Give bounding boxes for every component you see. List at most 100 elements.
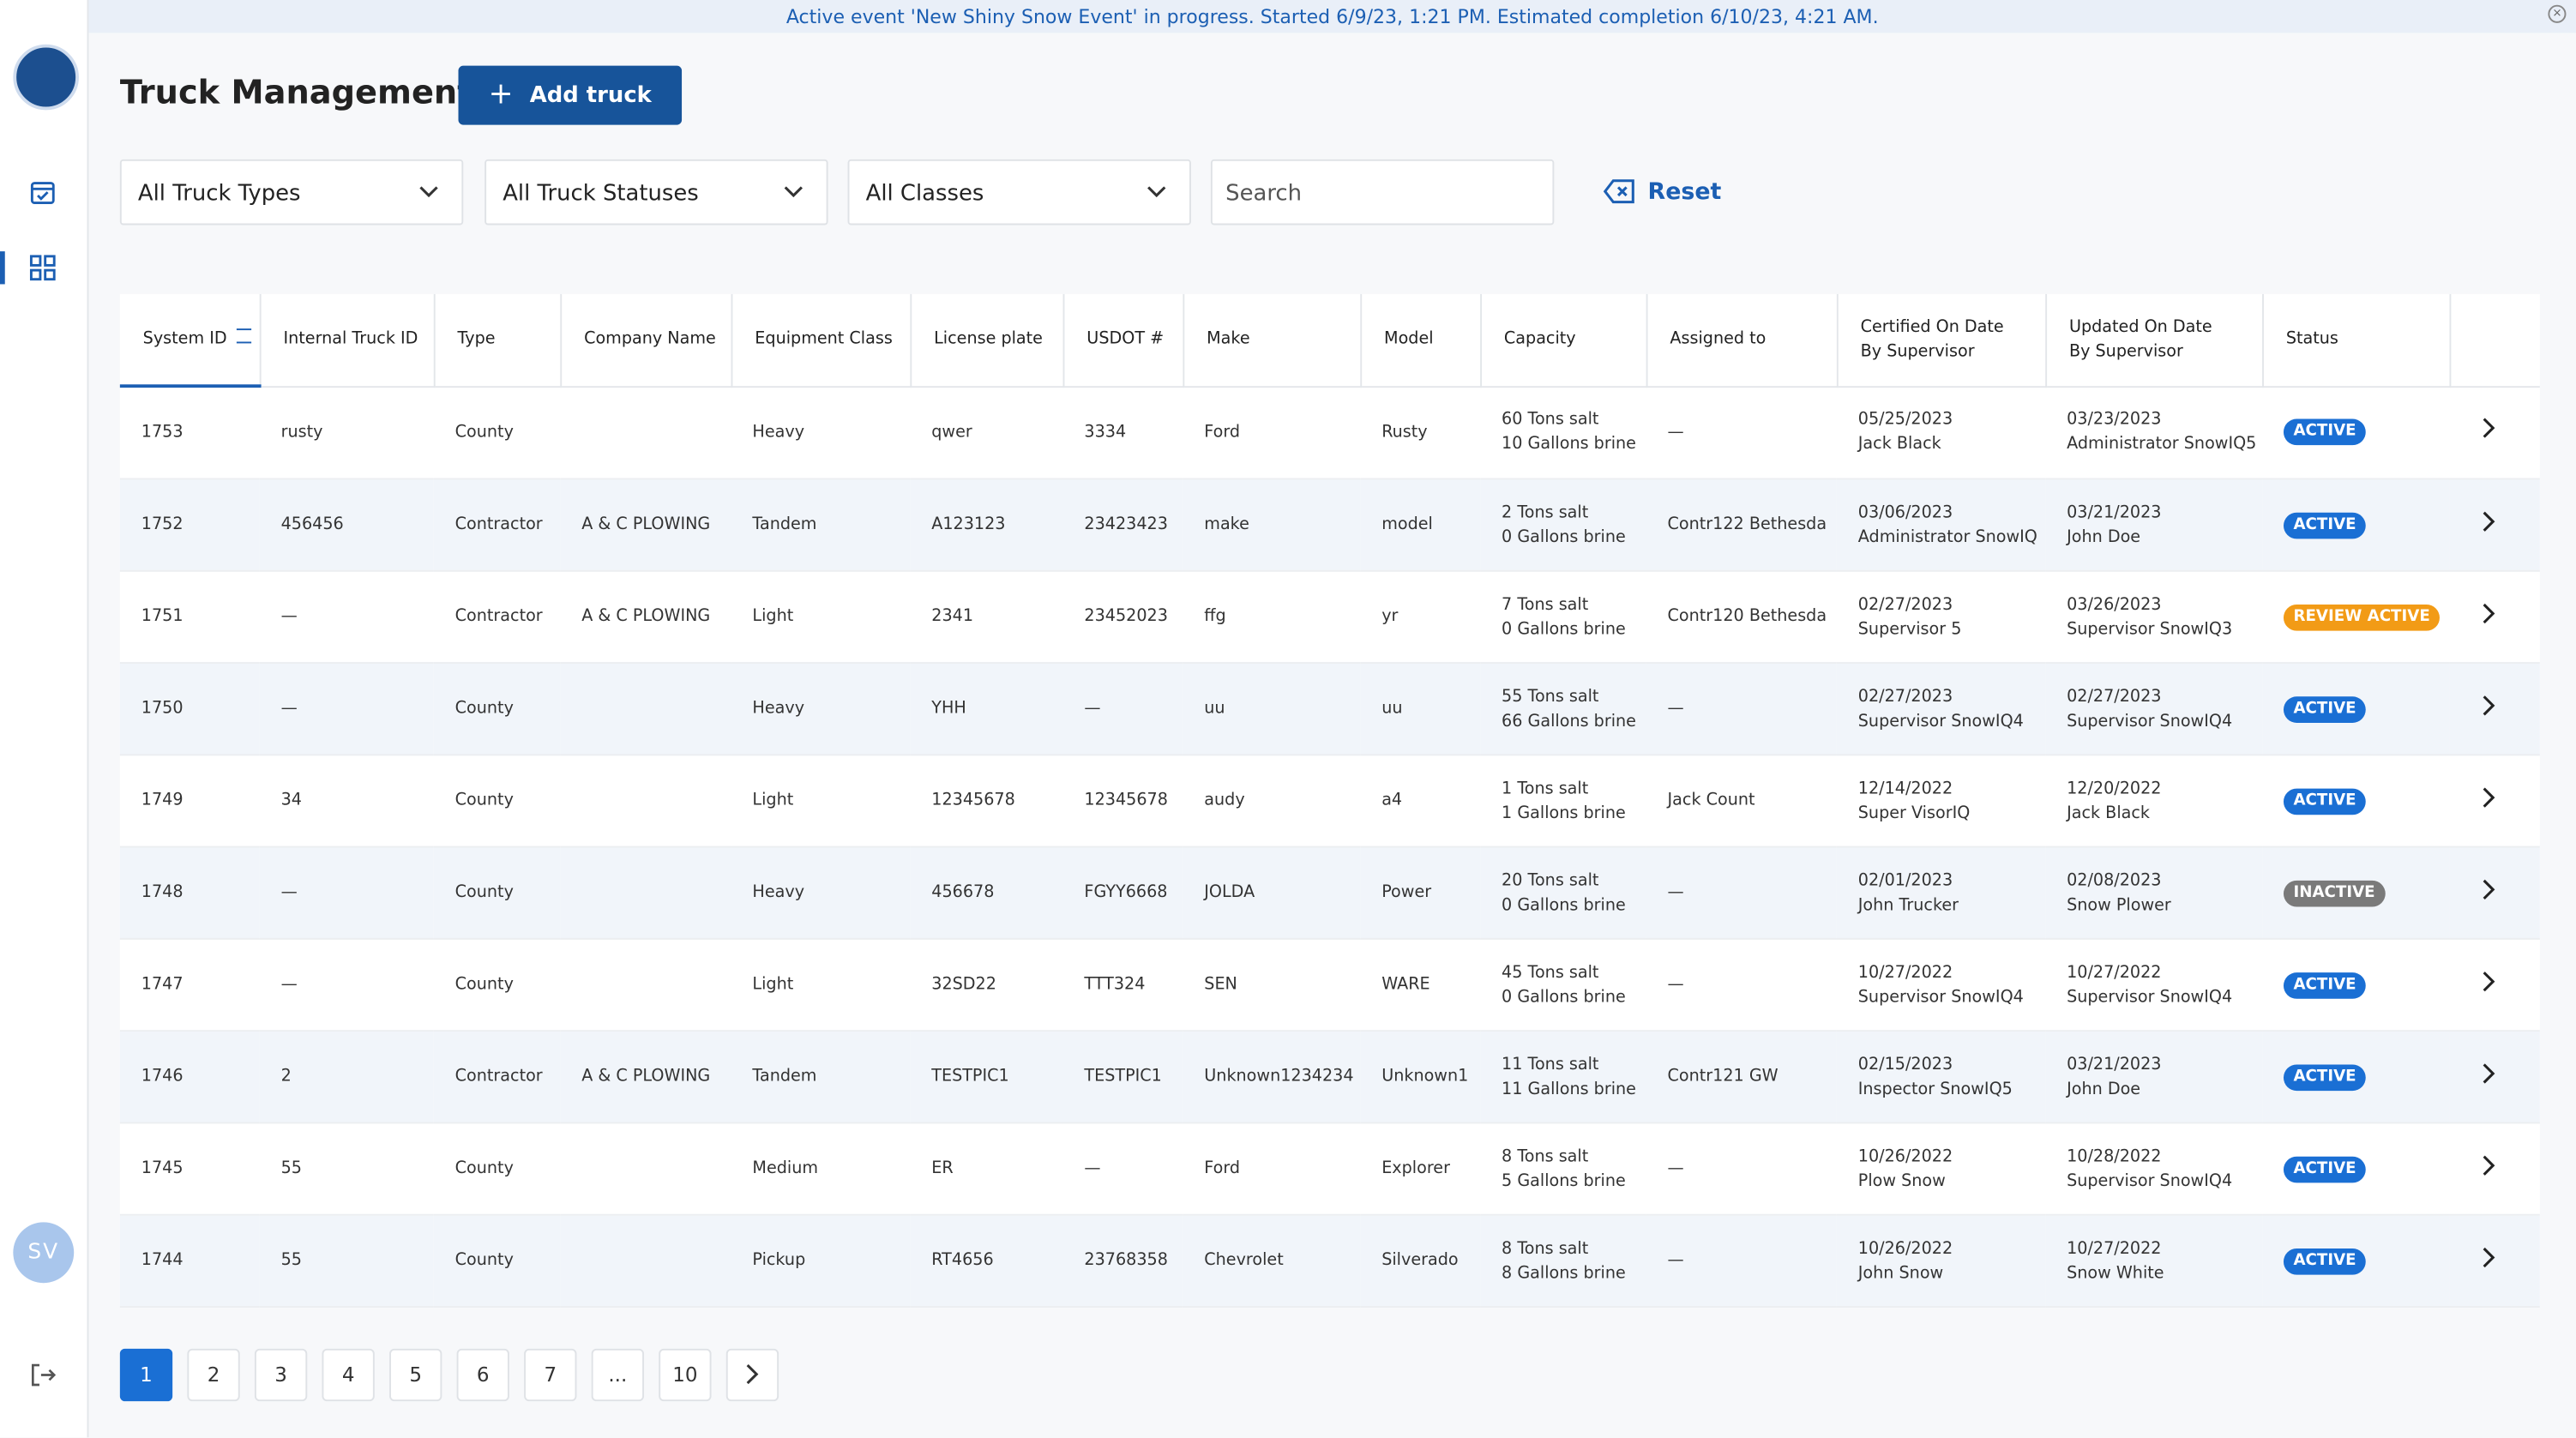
column-header[interactable]: System ID	[119, 293, 261, 388]
row-chevron[interactable]	[2449, 1122, 2540, 1216]
cell: a4	[1360, 755, 1481, 848]
salt: 55 Tons salt	[1502, 687, 1599, 706]
page-button[interactable]: 7	[524, 1348, 577, 1402]
updated-by: John Doe	[2067, 1080, 2141, 1098]
table-row[interactable]: 1748 — County Heavy 456678 FGYY6668 JOLDA Power…	[119, 846, 2540, 940]
equipment-class: Tandem	[752, 515, 817, 534]
row-chevron[interactable]	[2449, 478, 2540, 572]
page-button[interactable]: 6	[456, 1348, 509, 1402]
logo[interactable]	[13, 44, 79, 111]
row-chevron[interactable]	[2449, 386, 2540, 480]
avatar[interactable]: SV	[13, 1222, 75, 1284]
salt: 8 Tons salt	[1502, 1147, 1589, 1166]
license-plate: qwer	[931, 423, 972, 442]
table-row[interactable]: 1747 — County Light 32SD22 TTT324 SEN WARE 45 To…	[119, 938, 2540, 1032]
table-row[interactable]: 1753 rusty County Heavy qwer 3334 Ford Rusty 60 …	[119, 386, 2540, 480]
class-filter[interactable]: All Classes	[847, 159, 1191, 226]
sort-icon[interactable]	[237, 328, 252, 344]
table-row[interactable]: 1744 55 County Pickup RT4656 23768358 Chevrole…	[119, 1214, 2540, 1308]
table-row[interactable]: 1751 — Contractor A & C PLOWING Light 2341 234…	[119, 570, 2540, 664]
truck-type-filter[interactable]: All Truck Types	[119, 159, 464, 226]
status-badge: ACTIVE	[2283, 1063, 2367, 1091]
cell: TESTPIC1	[910, 1031, 1063, 1124]
cell: County	[433, 386, 561, 480]
equipment-class: Heavy	[752, 700, 805, 719]
close-banner[interactable]: ×	[2548, 4, 2567, 23]
table-row[interactable]: 1750 — County Heavy YHH — uu uu 55 Tons salt 66 G…	[119, 663, 2540, 756]
cell: 45 Tons salt 0 Gallons brine	[1480, 938, 1646, 1032]
updated-by: Snow White	[2067, 1264, 2164, 1283]
column-header[interactable]: Updated On Date By Supervisor	[2045, 293, 2264, 388]
page-button[interactable]: 1	[119, 1348, 173, 1402]
column-header[interactable]: Equipment Class	[731, 293, 912, 388]
equipment-class: Heavy	[752, 423, 805, 442]
row-chevron[interactable]	[2449, 1214, 2540, 1308]
cell: A & C PLOWING	[560, 478, 731, 572]
chevron	[2483, 878, 2495, 900]
cell: —	[1646, 1214, 1837, 1308]
search-input[interactable]: Search	[1210, 159, 1555, 226]
row-chevron[interactable]	[2449, 1031, 2540, 1124]
cell: 03/06/2023 Administrator SnowIQ	[1836, 478, 2046, 572]
logout-icon[interactable]	[29, 1362, 57, 1388]
calendar-icon[interactable]	[29, 179, 56, 206]
page-button[interactable]: 10	[659, 1348, 712, 1402]
cell: uu	[1183, 663, 1361, 756]
column-label: Certified On Date By Supervisor	[1860, 318, 2004, 361]
page-button[interactable]: 2	[187, 1348, 240, 1402]
table-row[interactable]: 1745 55 County Medium ER — Ford Explorer 8 Tons …	[119, 1122, 2540, 1216]
page-button[interactable]: 3	[254, 1348, 308, 1402]
cell: 02/01/2023 John Trucker	[1836, 846, 2046, 940]
certified-date: 10/27/2022	[1857, 963, 1953, 982]
column-header[interactable]: Make	[1183, 293, 1362, 388]
cell: 03/23/2023 Administrator SnowIQ5	[2045, 386, 2263, 480]
column-header[interactable]: Type	[433, 293, 562, 388]
cell: —	[1062, 663, 1183, 756]
row-chevron[interactable]	[2449, 938, 2540, 1032]
grid-icon[interactable]	[29, 255, 56, 281]
column-header[interactable]: License plate	[910, 293, 1064, 388]
page-button[interactable]: ...	[591, 1348, 644, 1402]
column-header[interactable]: Model	[1360, 293, 1482, 388]
column-header[interactable]: Assigned to	[1646, 293, 1838, 388]
updated-by: Supervisor SnowIQ4	[2067, 1171, 2233, 1190]
brine: 11 Gallons brine	[1502, 1080, 1636, 1098]
certified-by: Inspector SnowIQ5	[1857, 1080, 2013, 1098]
make: Chevrolet	[1204, 1251, 1284, 1270]
column-label: Type	[457, 330, 496, 349]
column-header[interactable]: USDOT #	[1062, 293, 1184, 388]
row-chevron[interactable]	[2449, 846, 2540, 940]
add-truck-button[interactable]: + Add truck	[458, 65, 683, 125]
cell: 2 Tons salt 0 Gallons brine	[1480, 478, 1646, 572]
status-badge: ACTIVE	[2283, 419, 2367, 446]
row-chevron[interactable]	[2449, 755, 2540, 848]
row-chevron[interactable]	[2449, 663, 2540, 756]
table-row[interactable]: 1749 34 County Light 12345678 12345678 audy a4 1…	[119, 755, 2540, 848]
certified-by: John Snow	[1857, 1264, 1944, 1283]
cell: 55 Tons salt 66 Gallons brine	[1480, 663, 1646, 756]
filter-label: All Classes	[865, 180, 984, 208]
column-header[interactable]: Certified On Date By Supervisor	[1836, 293, 2047, 388]
updated-by: Supervisor SnowIQ3	[2067, 620, 2233, 639]
chevron	[2483, 510, 2495, 531]
page-button[interactable]: 5	[389, 1348, 442, 1402]
reset-button[interactable]: Reset	[1603, 174, 1721, 210]
cell: audy	[1183, 755, 1361, 848]
column-header[interactable]: Internal Truck ID	[259, 293, 435, 388]
next-page[interactable]	[725, 1348, 779, 1402]
truck-status-filter[interactable]: All Truck Statuses	[485, 159, 828, 226]
brine: 0 Gallons brine	[1502, 620, 1626, 639]
table-row[interactable]: 1752 456456 Contractor A & C PLOWING Tandem A…	[119, 478, 2540, 572]
column-header[interactable]: Capacity	[1480, 293, 1647, 388]
table-row[interactable]: 1746 2 Contractor A & C PLOWING Tandem TESTPI…	[119, 1031, 2540, 1124]
column-header[interactable]: Status	[2262, 293, 2451, 388]
page-button[interactable]: 4	[322, 1348, 375, 1402]
cell: Ford	[1183, 386, 1361, 480]
cell: 1753	[119, 386, 260, 480]
cell: 10/27/2022 Snow White	[2045, 1214, 2263, 1308]
certified-date: 02/27/2023	[1857, 687, 1953, 706]
model: yr	[1381, 607, 1399, 626]
cell: 1748	[119, 846, 260, 940]
row-chevron[interactable]	[2449, 570, 2540, 664]
column-header[interactable]: Company Name	[560, 293, 732, 388]
